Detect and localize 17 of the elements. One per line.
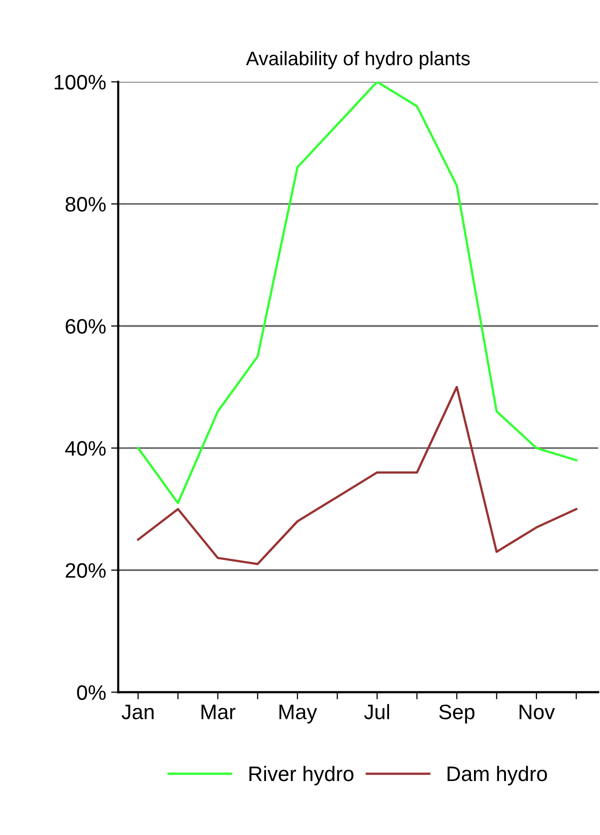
x-tick-label: Jan xyxy=(122,704,154,720)
y-tick-label: 60% xyxy=(66,318,106,334)
x-tick-label: May xyxy=(279,704,318,724)
y-tick-label: 80% xyxy=(66,196,106,212)
line-series xyxy=(137,82,578,504)
y-tick-label: 40% xyxy=(65,441,106,456)
x-tick-label: Nov xyxy=(520,704,555,720)
x-tick-label: Jul xyxy=(364,704,390,720)
y-tick-label: 0% xyxy=(77,685,106,700)
x-tick-label: Sep xyxy=(439,704,474,724)
x-tick-label: Mar xyxy=(202,704,236,720)
legend-label: River hydro xyxy=(249,766,354,786)
line-series xyxy=(137,386,578,566)
chart-title: Availability of hydro plants xyxy=(246,51,470,70)
y-tick-label: 20% xyxy=(66,563,106,578)
legend-label: Dam hydro xyxy=(448,766,547,786)
y-tick-label: 100% xyxy=(54,74,106,90)
